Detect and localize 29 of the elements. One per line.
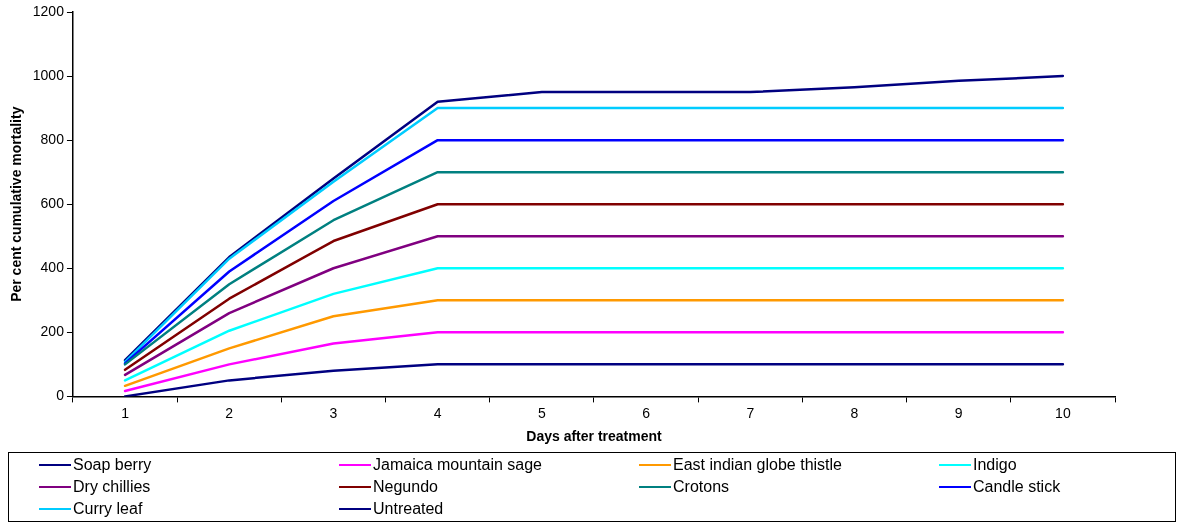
legend-label: Dry chillies: [73, 477, 151, 497]
x-tick-label: 10: [1055, 404, 1071, 421]
x-tick-label: 4: [433, 404, 442, 421]
y-tick-label: 600: [40, 195, 65, 212]
legend-label: Soap berry: [73, 455, 152, 475]
x-tick-label: 3: [329, 404, 338, 421]
legend-label: Crotons: [673, 477, 730, 497]
y-axis-title: Per cent cumulative mortality: [8, 106, 25, 302]
y-tick-label: 800: [40, 130, 65, 147]
x-tick-label: 5: [537, 404, 546, 421]
x-axis-title: Days after treatment: [526, 428, 662, 445]
legend-label: Untreated: [373, 499, 444, 519]
legend-label: Negundo: [373, 477, 438, 497]
legend-label: Indigo: [973, 455, 1017, 475]
y-tick-label: 1200: [32, 2, 65, 19]
y-tick-label: 0: [56, 387, 65, 404]
x-tick-label: 8: [850, 404, 859, 421]
legend-label: East indian globe thistle: [673, 455, 842, 475]
legend-label: Jamaica mountain sage: [373, 455, 542, 475]
x-tick-label: 6: [642, 404, 651, 421]
y-tick-label: 200: [40, 323, 65, 340]
x-tick-label: 9: [954, 404, 963, 421]
legend-label: Curry leaf: [73, 499, 143, 519]
x-tick-label: 2: [225, 404, 234, 421]
y-tick-label: 400: [40, 259, 65, 276]
y-tick-label: 1000: [32, 66, 65, 83]
legend-label: Candle stick: [973, 477, 1061, 497]
x-tick-label: 7: [746, 404, 755, 421]
x-tick-label: 1: [121, 404, 130, 421]
